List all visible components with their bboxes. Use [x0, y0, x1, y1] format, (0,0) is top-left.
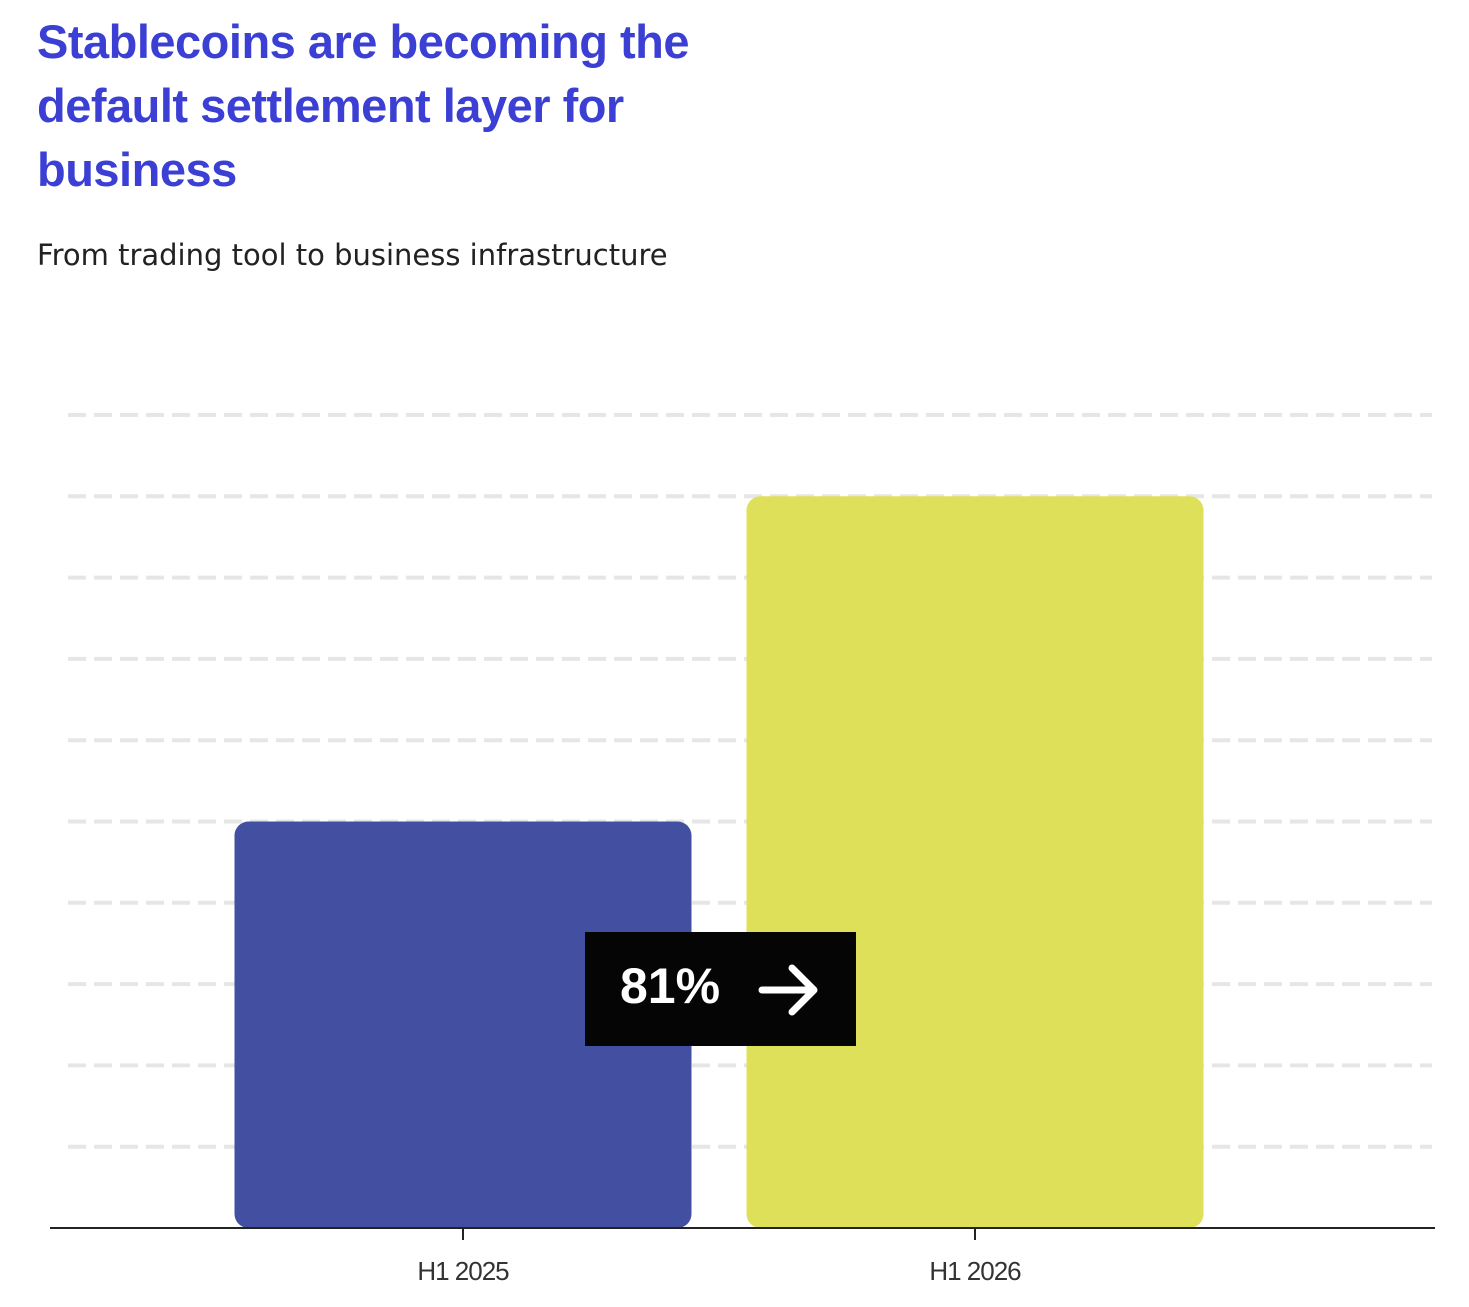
x-tick-label: H1 2025 [417, 1256, 509, 1286]
bar [746, 496, 1204, 1228]
chart-title: Stablecoins are becoming the default set… [37, 15, 690, 196]
x-tick-label: H1 2026 [929, 1256, 1021, 1286]
annotation-arrow [758, 964, 818, 1016]
annotation-text: 81% [620, 958, 720, 1014]
bar [234, 821, 692, 1228]
chart-subtitle: From trading tool to business infrastruc… [37, 238, 668, 272]
